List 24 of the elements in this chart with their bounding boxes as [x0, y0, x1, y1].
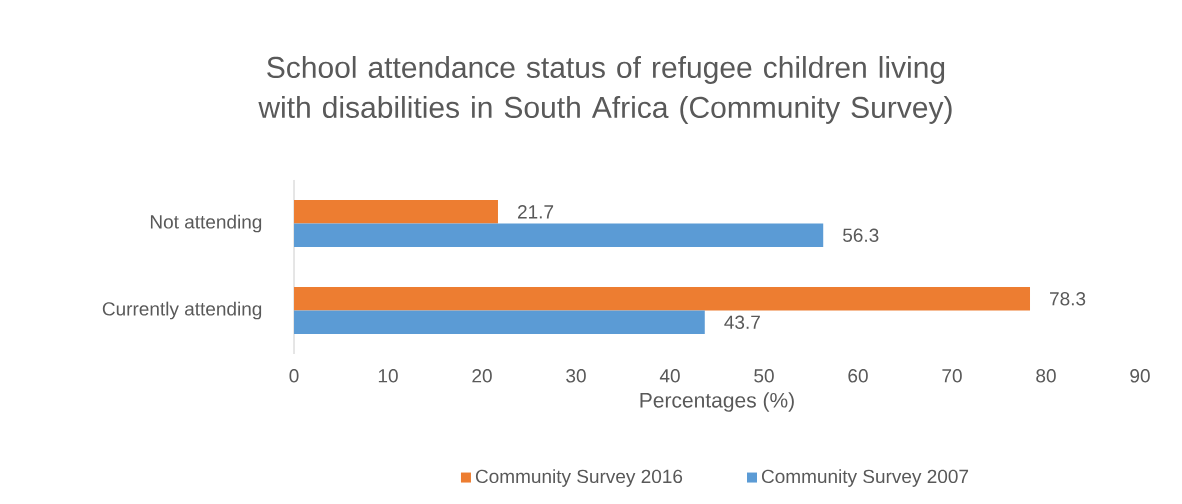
x-tick-label: 60 [848, 369, 868, 383]
x-tick-label: 20 [472, 369, 492, 383]
y-tick-label: Not attending [150, 214, 262, 233]
x-tick-label: 30 [566, 369, 586, 383]
data-label: 43.7 [724, 315, 760, 329]
x-tick-label: 0 [289, 369, 299, 383]
bar [294, 223, 824, 247]
bar [294, 287, 1031, 311]
bar [294, 200, 498, 224]
x-tick-label: 50 [754, 369, 774, 383]
x-tick-label: 80 [1036, 369, 1056, 383]
x-axis-title: Percentages (%) [640, 392, 794, 412]
legend-label: Community Survey 2007 [761, 469, 969, 487]
data-label: 21.7 [517, 205, 554, 219]
data-label: 78.3 [1050, 292, 1086, 306]
bar [294, 310, 705, 334]
x-tick-label: 70 [942, 369, 962, 383]
x-tick-label: 10 [378, 369, 398, 383]
x-tick-label: 40 [659, 369, 680, 383]
chart-title: School attendance status of refugee children living with disabilities in South Africa (Community Survey) [258, 56, 952, 124]
x-tick-label: 90 [1130, 369, 1150, 383]
data-label: 56.3 [843, 228, 879, 242]
legend-label: Community Survey 2016 [475, 469, 683, 487]
y-tick-label: Currently attending [102, 301, 262, 320]
